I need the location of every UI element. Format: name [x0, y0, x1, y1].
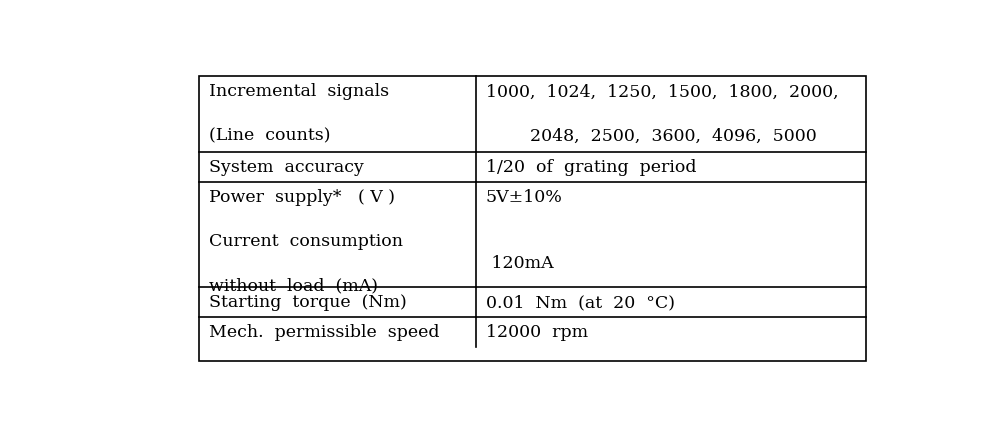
Text: 120mA: 120mA [486, 254, 554, 271]
Text: 2048,  2500,  3600,  4096,  5000: 2048, 2500, 3600, 4096, 5000 [486, 127, 816, 144]
Text: 1000,  1024,  1250,  1500,  1800,  2000,: 1000, 1024, 1250, 1500, 1800, 2000, [486, 83, 838, 100]
Text: Mech.  permissible  speed: Mech. permissible speed [209, 323, 439, 340]
Text: Incremental  signals: Incremental signals [209, 83, 390, 100]
Text: (Line  counts): (Line counts) [209, 127, 331, 144]
Text: without  load  (mA): without load (mA) [209, 276, 378, 293]
Text: Starting  torque  (Nm): Starting torque (Nm) [209, 293, 407, 310]
Text: 1/20  of  grating  period: 1/20 of grating period [486, 158, 696, 175]
Text: 5V±10%: 5V±10% [486, 188, 562, 205]
Text: 12000  rpm: 12000 rpm [486, 323, 588, 340]
Text: System  accuracy: System accuracy [209, 158, 364, 175]
Text: Current  consumption: Current consumption [209, 232, 404, 249]
Bar [199, 77, 866, 361]
Text: 0.01  Nm  (at  20  °C): 0.01 Nm (at 20 °C) [486, 293, 675, 310]
Text: Power  supply*   ( V ): Power supply* ( V ) [209, 188, 396, 205]
